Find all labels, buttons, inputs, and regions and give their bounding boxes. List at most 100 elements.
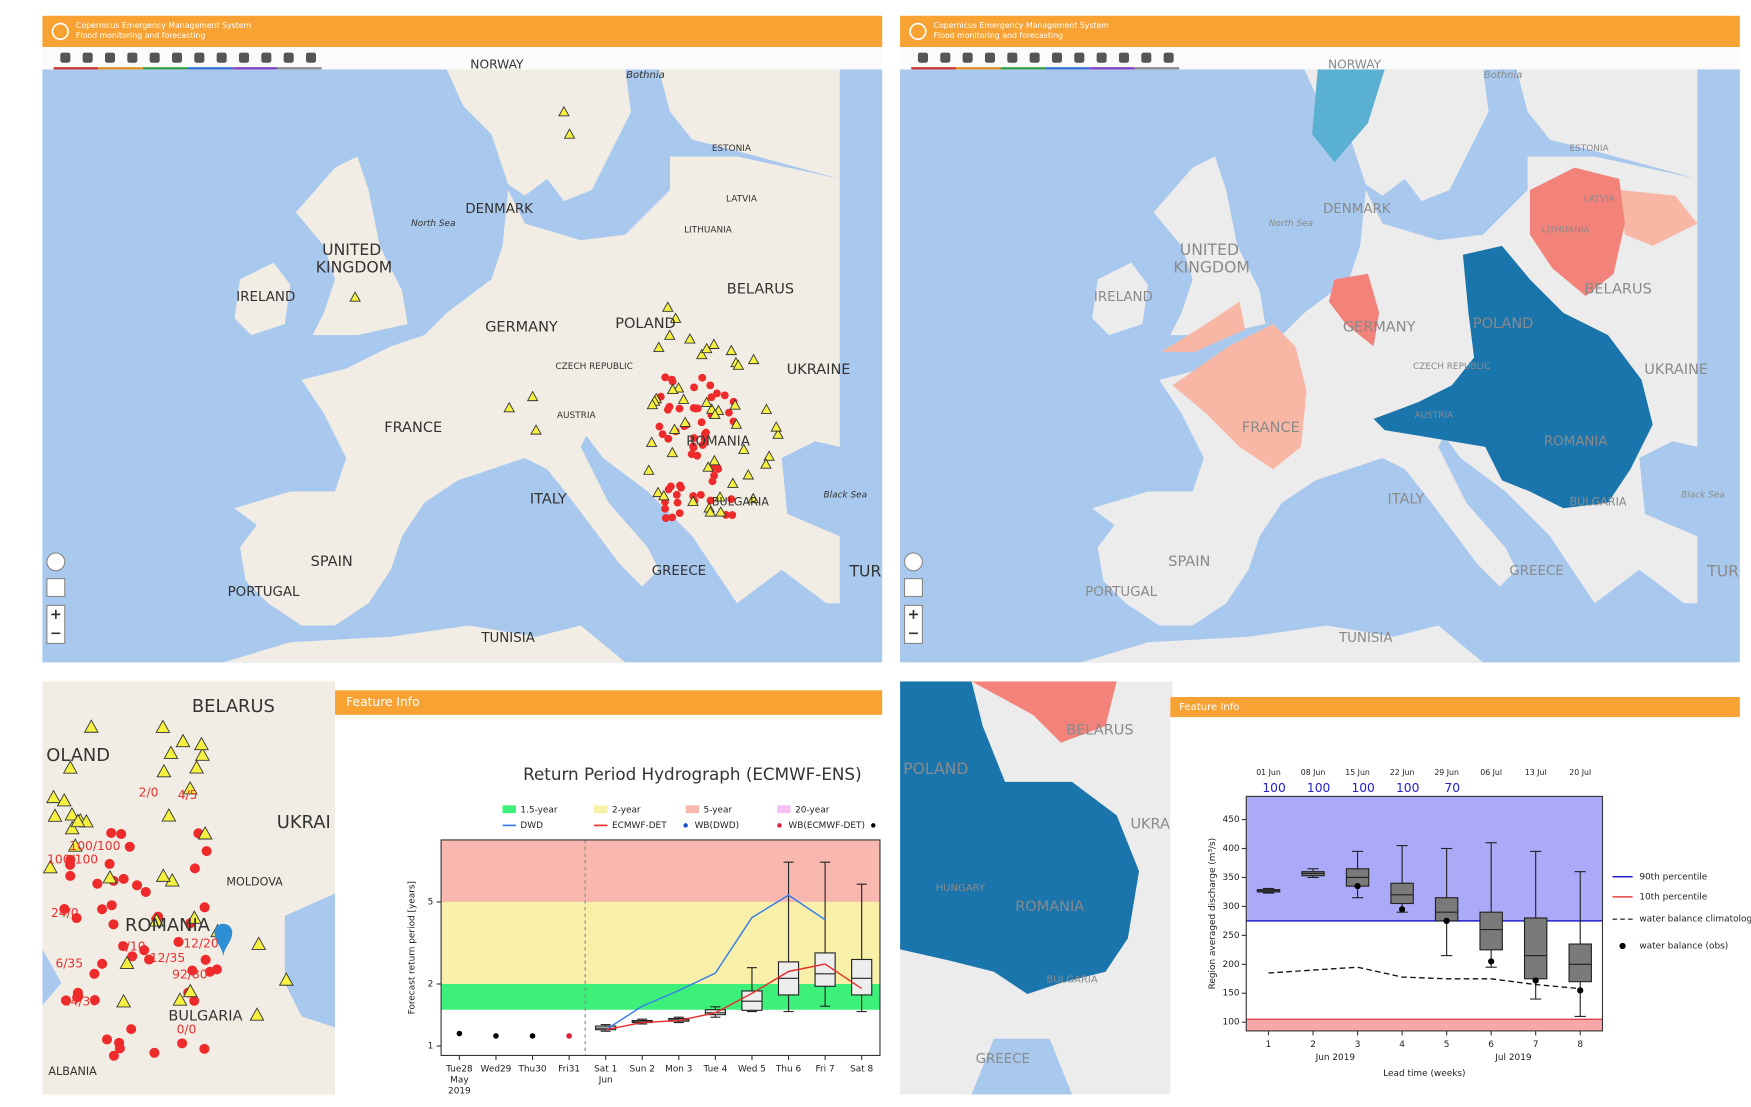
- map-label: AUSTRIA: [1415, 411, 1455, 421]
- selected-pin[interactable]: [214, 923, 233, 958]
- alert-triangle: [161, 808, 177, 822]
- alert-dot: [104, 858, 115, 869]
- alert-triangle: [42, 859, 58, 874]
- y-tick-label: 150: [1223, 989, 1240, 999]
- region-norway: [1312, 69, 1385, 163]
- alert-dot: [108, 1050, 119, 1061]
- observed-point: [1398, 906, 1406, 913]
- tool-icon: [305, 52, 317, 63]
- feature-info-title: Feature Info: [1179, 702, 1239, 713]
- alert-dot: [124, 841, 135, 852]
- station-label: 100/100: [47, 853, 98, 867]
- y-axis-label: Region averaged discharge (m³/s): [1208, 838, 1218, 990]
- map-label: GERMANY: [1343, 319, 1416, 335]
- return-period-band: [441, 901, 880, 984]
- alert-dot: [690, 434, 699, 442]
- tool-stripe: [911, 67, 956, 70]
- tool-icon: [194, 52, 205, 63]
- map-label: KINGDOM: [1173, 258, 1249, 277]
- search-button[interactable]: [903, 578, 923, 598]
- alert-dot: [664, 434, 673, 443]
- month-label: May: [450, 1076, 469, 1086]
- alert-dot: [89, 995, 100, 1006]
- y-tick-label: 300: [1223, 902, 1240, 912]
- map-label: DENMARK: [465, 202, 534, 217]
- station-label: 24/0: [51, 906, 79, 920]
- probability-label: 100: [1262, 781, 1285, 795]
- station-label: 12/20: [183, 936, 218, 950]
- legend-label: water balance climatology: [1639, 915, 1751, 925]
- alert-dot: [706, 381, 715, 390]
- search-button[interactable]: [46, 578, 66, 598]
- window-station-detail: BELARUS OLAND UKRAI MOLDOVA ROMANIA BULGARIA A…: [42, 681, 883, 1097]
- alert-triangle: [558, 105, 570, 117]
- map-label: ITALY: [1387, 491, 1424, 507]
- alert-triangle: [155, 868, 171, 882]
- series-line: [605, 963, 863, 1031]
- alert-triangle: [709, 408, 721, 419]
- map-label: ALBANIA: [48, 1065, 97, 1078]
- legend-label: DWD: [520, 821, 543, 831]
- map-label: POLAND: [615, 316, 676, 332]
- alert-dot: [696, 490, 705, 499]
- week-label: 22 Jun: [1390, 768, 1415, 777]
- tool-icon: [149, 52, 160, 63]
- station-label: 14/30: [63, 994, 98, 1008]
- alert-triangle: [770, 421, 783, 432]
- window-flood-alerts: Copernicus Emergency Management System F…: [42, 15, 883, 663]
- map-label: BULGARIA: [1046, 975, 1097, 986]
- region-medium: [1328, 167, 1625, 347]
- zoom-icons: [51, 609, 61, 635]
- tool-icon: [1029, 52, 1040, 63]
- map-label: LITHUANIA: [684, 226, 733, 236]
- map-label: FRANCE: [384, 420, 442, 436]
- map-label: SPAIN: [311, 554, 353, 570]
- map-label: UKRAI: [277, 812, 331, 833]
- alert-triangle: [747, 492, 759, 504]
- alert-triangle: [197, 826, 213, 840]
- alert-triangle: [763, 450, 775, 461]
- map-label: MOLDOVA: [226, 875, 283, 888]
- alert-triangle: [695, 348, 708, 360]
- locate-button[interactable]: [46, 552, 66, 572]
- alert-dot: [658, 430, 667, 439]
- legend-dot: [1619, 942, 1626, 950]
- locate-button[interactable]: [903, 552, 923, 572]
- x-tick-label: Tue28: [445, 1064, 473, 1074]
- station-label: 0/0: [177, 1022, 197, 1036]
- tool-icon: [1141, 52, 1152, 63]
- alert-triangle: [742, 469, 755, 480]
- alert-dot: [676, 481, 684, 490]
- legend-dot: [871, 823, 876, 828]
- map-label: FRANCE: [1242, 420, 1300, 436]
- alert-triangle: [195, 747, 210, 761]
- toolbar[interactable]: [900, 47, 1740, 70]
- alert-dot: [706, 496, 715, 505]
- alert-dot: [665, 402, 674, 411]
- legend-swatch: [777, 805, 791, 814]
- y-tick-label: 250: [1223, 931, 1240, 941]
- toolbar[interactable]: [42, 47, 883, 70]
- alert-triangle: [747, 353, 760, 365]
- legend-label: WB(ECMWF-DET): [788, 821, 865, 831]
- x-tick-label: Sat 1: [594, 1064, 617, 1074]
- probability-label: 70: [1444, 781, 1460, 795]
- map-label: Bothnia: [626, 70, 665, 81]
- alert-triangle: [175, 733, 191, 748]
- alert-dot: [89, 968, 100, 979]
- upper-band: [1246, 796, 1603, 921]
- tool-icon: [1074, 52, 1085, 63]
- alert-triangle: [652, 486, 664, 498]
- alert-triangle: [677, 393, 690, 404]
- tool-stripe: [142, 67, 188, 70]
- alert-dot: [690, 383, 698, 392]
- y-tick-label: 450: [1223, 815, 1240, 825]
- tool-icon: [1007, 52, 1018, 63]
- app-title: Copernicus Emergency Management System: [76, 21, 251, 30]
- alert-dot: [118, 873, 129, 884]
- map-controls[interactable]: [903, 552, 923, 644]
- tool-icon: [171, 52, 183, 63]
- map-controls[interactable]: [46, 552, 66, 644]
- toolbar-icons: [911, 52, 1180, 70]
